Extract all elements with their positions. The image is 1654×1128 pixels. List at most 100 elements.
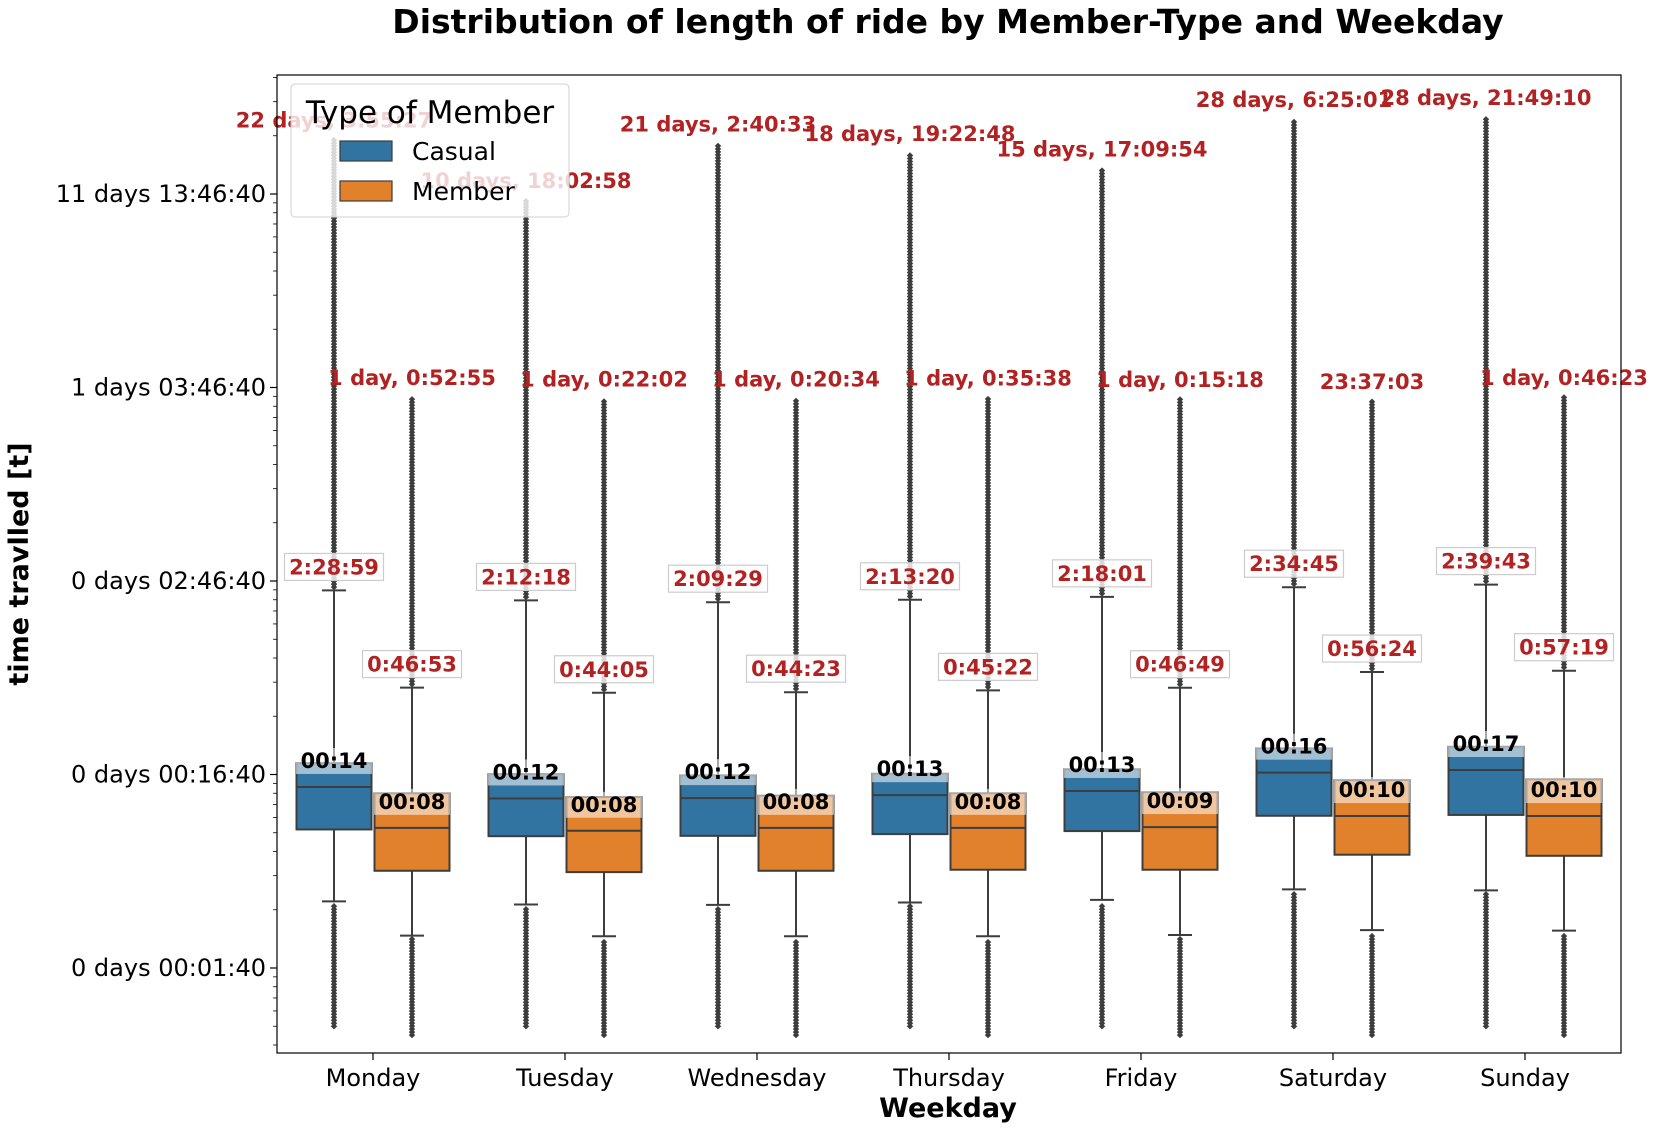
whisker-label: 2:13:20 — [865, 565, 955, 589]
outlier-marker-high — [408, 396, 416, 403]
outlier-marker-high — [1482, 116, 1490, 123]
y-axis: 0 days 00:01:40 0 days 00:16:40 0 days 02:… — [56, 77, 277, 1046]
median-label: 00:17 — [1453, 732, 1520, 756]
median-label: 00:08 — [955, 790, 1022, 814]
box-iqr — [679, 774, 757, 837]
legend: Type of Member Casual Member — [290, 83, 570, 218]
outlier-marker-low — [792, 938, 800, 946]
whisker-label-bg — [1243, 549, 1345, 578]
y-axis-label: time travlled [t] — [4, 442, 35, 685]
whisker-label-bg — [1435, 546, 1537, 576]
outlier-marker-low — [1176, 935, 1184, 943]
median-label: 00:09 — [1147, 789, 1214, 813]
whisker-label: 0:45:22 — [943, 655, 1033, 679]
whisker-label: 2:09:29 — [673, 567, 763, 591]
median-label-bg — [1142, 788, 1218, 815]
outlier-marker-high — [792, 397, 800, 405]
legend-swatch-member — [339, 180, 393, 202]
outlier-marker-high — [600, 398, 608, 405]
x-tick-label: Tuesday — [515, 1064, 614, 1092]
outlier-marker-low — [408, 935, 416, 943]
outlier-marker-high — [1290, 118, 1298, 126]
median-label: 00:13 — [877, 757, 944, 781]
box-casual-sunday — [1447, 116, 1525, 1030]
y-tick-label: 0 days 00:01:40 — [71, 954, 266, 982]
whisker-label: 2:34:45 — [1249, 552, 1339, 576]
whisker-label-bg — [745, 654, 847, 683]
whisker-label: 2:18:01 — [1057, 562, 1147, 586]
max-label: 1 day, 0:15:18 — [1096, 368, 1264, 392]
box-iqr — [1447, 745, 1525, 816]
box-member-wednesday — [757, 397, 835, 1039]
x-tick-label: Thursday — [892, 1064, 1005, 1092]
x-tick-label: Wednesday — [688, 1064, 827, 1092]
box-casual-monday — [295, 136, 373, 1030]
whisker-label-bg — [1321, 634, 1423, 663]
max-label: 1 day, 0:46:23 — [1480, 366, 1648, 390]
whisker-label-bg — [1513, 633, 1615, 662]
median-label: 00:13 — [1069, 753, 1136, 777]
whisker-label: 0:44:23 — [751, 657, 841, 681]
outlier-marker-low — [600, 938, 608, 946]
median-label-bg — [566, 791, 642, 818]
whisker-label: 2:28:59 — [289, 555, 379, 579]
box-casual-friday — [1063, 167, 1141, 1030]
max-label: 1 day, 0:52:55 — [328, 366, 496, 390]
whisker-label-bg — [1051, 559, 1153, 588]
outlier-marker-low — [522, 906, 530, 913]
max-label: 1 day, 0:35:38 — [904, 367, 1072, 391]
median-label-bg — [374, 788, 450, 815]
box-iqr — [871, 772, 949, 836]
y-tick-label: 0 days 02:46:40 — [71, 567, 266, 595]
x-tick-label: Saturday — [1279, 1064, 1387, 1092]
median-label-bg — [1064, 751, 1140, 778]
median-label: 00:16 — [1261, 735, 1328, 759]
outlier-marker-high — [984, 395, 992, 403]
legend-label-member: Member — [412, 177, 516, 206]
outlier-marker-high — [1368, 398, 1376, 405]
outlier-marker-low — [1482, 891, 1490, 898]
median-label-bg — [1256, 733, 1332, 760]
outlier-marker-high — [1098, 167, 1106, 174]
max-label: 1 day, 0:20:34 — [712, 368, 880, 392]
box-iqr — [1063, 768, 1141, 833]
median-label: 00:10 — [1531, 778, 1598, 802]
whisker-label: 2:12:18 — [481, 565, 571, 589]
whisker-label: 0:46:49 — [1135, 653, 1225, 677]
whisker-label-bg — [937, 652, 1039, 681]
median-label: 00:08 — [379, 790, 446, 814]
median-label-bg — [296, 747, 372, 774]
y-tick-label: 11 days 13:46:40 — [56, 180, 266, 208]
median-label-bg — [1334, 777, 1410, 804]
whisker-label-bg — [1129, 650, 1231, 679]
boxes-layer — [295, 116, 1603, 1039]
whisker-label-bg — [553, 655, 655, 684]
whisker-label: 0:56:24 — [1327, 637, 1417, 661]
box-casual-wednesday — [679, 142, 757, 1030]
outlier-marker-low — [1290, 891, 1298, 898]
x-tick-label: Friday — [1105, 1064, 1178, 1092]
x-tick-label: Monday — [326, 1064, 421, 1092]
box-casual-thursday — [871, 152, 949, 1030]
y-tick-label: 1 days 03:46:40 — [71, 374, 266, 402]
median-label-bg — [758, 788, 834, 815]
median-label-bg — [488, 759, 564, 786]
median-label: 00:12 — [685, 760, 752, 784]
whisker-label-bg — [283, 552, 385, 582]
median-label-bg — [1448, 731, 1524, 758]
median-label-bg — [1526, 777, 1602, 804]
outlier-marker-high — [1560, 394, 1568, 401]
outlier-marker-high — [714, 142, 722, 150]
median-label: 00:08 — [763, 790, 830, 814]
max-label: 18 days, 19:22:48 — [804, 122, 1015, 146]
legend-swatch-casual — [339, 140, 393, 162]
outlier-marker-high — [906, 152, 914, 159]
median-label: 00:10 — [1339, 778, 1406, 802]
outlier-marker-low — [1098, 903, 1106, 910]
max-label: 1 day, 0:22:02 — [520, 368, 688, 392]
x-axis: Monday Tuesday Wednesday Thursday Friday Satu… — [326, 1053, 1570, 1092]
whisker-label: 0:46:53 — [367, 653, 457, 677]
whisker-label-bg — [667, 564, 769, 593]
